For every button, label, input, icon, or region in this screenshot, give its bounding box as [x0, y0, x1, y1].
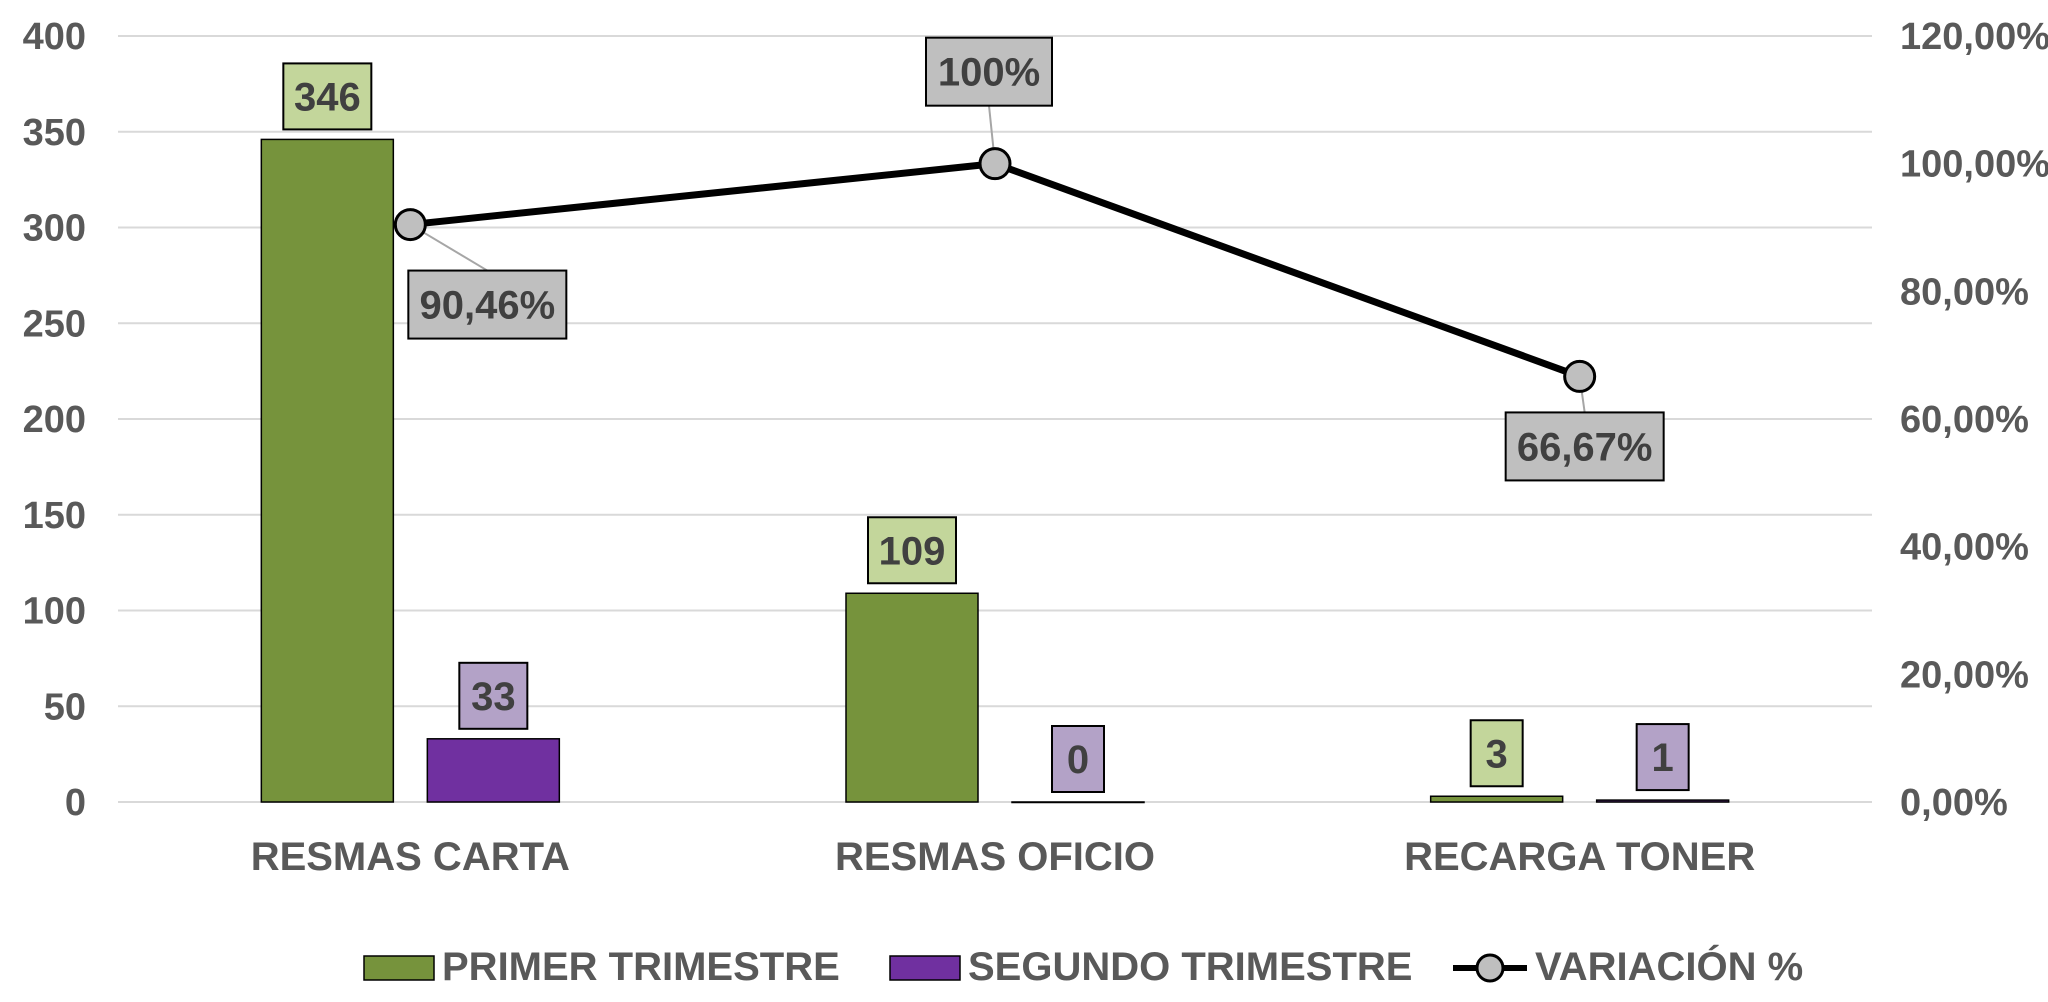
right-axis-tick-label: 60,00%: [1900, 399, 2029, 441]
line-data-label: 90,46%: [419, 284, 555, 328]
bar-label-box: [867, 516, 957, 585]
bar-label-box: [1051, 725, 1105, 793]
right-axis-tick-label: 40,00%: [1900, 527, 2029, 569]
bar-label-box: [1635, 723, 1690, 792]
legend: PRIMER TRIMESTRE SEGUNDO TRIMESTRE VARIACI…: [363, 943, 1803, 989]
bar-data-label: 1: [1652, 736, 1674, 780]
left-axis-tick-label: 250: [23, 303, 86, 345]
bar-data-label: 33: [471, 675, 516, 719]
right-axis-tick-label: 80,00%: [1900, 271, 2029, 313]
bar-0-2: [1429, 795, 1564, 803]
right-axis-tick-label: 120,00%: [1900, 16, 2048, 58]
left-axis-ticks: 0 50 100 150 200 250 300 350 400: [23, 16, 86, 824]
right-axis-ticks: 0,00% 20,00% 40,00% 60,00% 80,00% 100,00% 120,…: [1900, 16, 2048, 824]
category-label: RESMAS OFICIO: [835, 835, 1155, 879]
category-label: RECARGA TONER: [1404, 835, 1755, 879]
line-marker: [978, 147, 1012, 181]
bar-1-0: [426, 738, 561, 803]
legend-label-segundo: SEGUNDO TRIMESTRE: [968, 945, 1412, 989]
category-label: RESMAS CARTA: [251, 835, 570, 879]
left-axis-tick-label: 400: [23, 16, 86, 58]
legend-marker-variacion: [1475, 953, 1505, 983]
line-data-label: 100%: [938, 51, 1040, 95]
left-axis-tick-label: 100: [23, 591, 86, 633]
bar-data-label: 109: [879, 529, 946, 573]
bar-data-label: 346: [294, 75, 361, 119]
bar-data-label: 0: [1067, 738, 1089, 782]
line-label-box: [1504, 411, 1665, 482]
legend-swatch-primer: [363, 955, 435, 981]
line-variacion: [409, 160, 1581, 380]
left-axis-tick-label: 200: [23, 399, 86, 441]
bar-series: [260, 138, 1730, 804]
bar-0-0: [260, 138, 395, 803]
bar-data-label: 3: [1486, 732, 1508, 776]
bar-label-box: [458, 661, 529, 730]
line-data-label: 66,67%: [1517, 425, 1653, 469]
legend-swatch-segundo: [889, 955, 961, 981]
bar-1-1: [1011, 801, 1145, 804]
legend-label-variacion: VARIACIÓN %: [1535, 943, 1803, 989]
line-marker: [393, 208, 427, 242]
left-axis-tick-label: 350: [23, 112, 86, 154]
line-series: [393, 105, 1597, 413]
left-axis-tick-label: 150: [23, 495, 86, 537]
line-label-box: [407, 269, 568, 340]
bar-0-1: [845, 592, 979, 803]
left-axis-tick-label: 50: [44, 686, 86, 728]
left-axis-tick-label: 300: [23, 208, 86, 250]
legend-label-primer: PRIMER TRIMESTRE: [442, 945, 840, 989]
right-axis-tick-label: 20,00%: [1900, 654, 2029, 696]
bar-label-box: [282, 62, 373, 131]
bar-1-2: [1595, 799, 1730, 803]
right-axis-tick-label: 0,00%: [1900, 782, 2008, 824]
line-label-box: [925, 36, 1053, 107]
left-axis-tick-label: 0: [65, 782, 86, 824]
bar-label-box: [1469, 719, 1524, 788]
right-axis-tick-label: 100,00%: [1900, 144, 2048, 186]
category-labels: RESMAS CARTA RESMAS OFICIO RECARGA TONER: [251, 835, 1756, 879]
line-marker: [1563, 359, 1597, 393]
